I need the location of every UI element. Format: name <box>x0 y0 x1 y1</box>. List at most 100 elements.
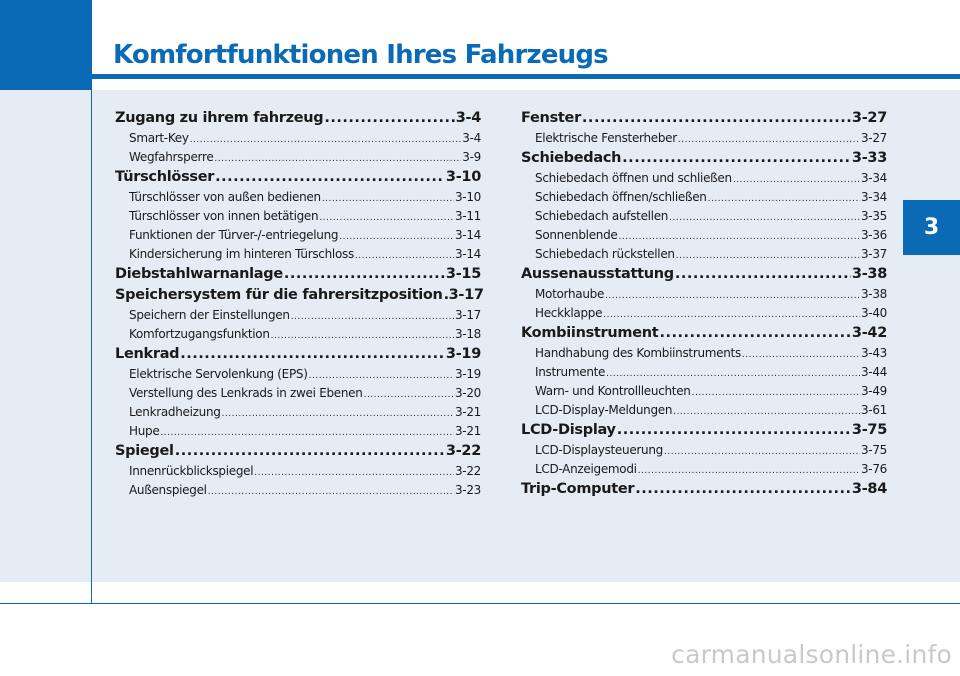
dot-leader <box>708 190 860 209</box>
toc-subsection-page: 3-38 <box>860 287 887 301</box>
dot-leader <box>208 483 454 502</box>
toc-subsection[interactable]: Schiebedach rückstellen 3-37 <box>521 245 887 264</box>
dot-leader <box>215 167 445 188</box>
toc-section-label: Türschlösser <box>115 169 215 185</box>
toc-subsection[interactable]: LCD-Display-Meldungen 3-61 <box>521 401 887 420</box>
toc-section[interactable]: Fenster 3-27 <box>521 108 887 129</box>
toc-subsection-label: Schiebedach rückstellen <box>535 247 675 261</box>
toc-subsection-label: Schiebedach öffnen und schließen <box>535 171 732 185</box>
toc-subsection[interactable]: LCD-Displaysteuerung 3-75 <box>521 441 887 460</box>
title-underline <box>92 74 960 79</box>
toc-subsection-page: 3-18 <box>454 327 481 341</box>
toc-subsection-page: 3-35 <box>860 209 887 223</box>
toc-subsection[interactable]: Hupe 3-21 <box>115 422 481 441</box>
toc-section[interactable]: Diebstahlwarnanlage 3-15 <box>115 264 481 285</box>
toc-subsection-label: Warn- und Kontrollleuchten <box>535 384 691 398</box>
toc-subsection-label: Hupe <box>129 424 160 438</box>
toc-subsection-label: Schiebedach aufstellen <box>535 209 669 223</box>
toc-subsection[interactable]: Sonnenblende 3-36 <box>521 226 887 245</box>
toc-subsection[interactable]: Schiebedach aufstellen 3-35 <box>521 207 887 226</box>
toc-subsection-label: LCD-Anzeigemodi <box>535 462 637 476</box>
toc-subsection-label: Türschlösser von außen bedienen <box>129 190 321 204</box>
toc-section-label: Kombiinstrument <box>521 325 659 341</box>
toc-section-page: 3-22 <box>445 443 481 459</box>
toc-subsection[interactable]: Außenspiegel 3-23 <box>115 481 481 500</box>
toc-section[interactable]: Schiebedach 3-33 <box>521 148 887 169</box>
toc-subsection-label: Innenrückblickspiegel <box>129 464 254 478</box>
toc-subsection[interactable]: Handhabung des Kombiinstruments 3-43 <box>521 344 887 363</box>
toc-section-label: Speichersystem für die fahrersitzpositio… <box>115 287 443 303</box>
dot-leader <box>222 405 454 424</box>
toc-section-label: Schiebedach <box>521 150 622 166</box>
toc-section[interactable]: Aussenausstattung 3-38 <box>521 264 887 285</box>
toc-section[interactable]: Trip-Computer 3-84 <box>521 479 887 500</box>
toc-subsection-label: Speichern der Einstellungen <box>129 308 290 322</box>
toc-subsection[interactable]: Komfortzugangsfunktion 3-18 <box>115 325 481 344</box>
toc-subsection-page: 3-14 <box>454 247 481 261</box>
chapter-tab[interactable]: 3 <box>903 200 960 255</box>
toc-subsection-label: Smart-Key <box>129 131 189 145</box>
toc-subsection-label: Lenkradheizung <box>129 405 221 419</box>
toc-subsection-page: 3-61 <box>860 403 887 417</box>
toc-subsection-label: Motorhaube <box>535 287 605 301</box>
toc-subsection[interactable]: Elektrische Servolenkung (EPS) 3-19 <box>115 365 481 384</box>
dot-leader <box>742 346 860 365</box>
toc-subsection-label: Kindersicherung im hinteren Türschloss <box>129 247 354 261</box>
toc-section-page: 3-33 <box>851 150 887 166</box>
toc-subsection[interactable]: Warn- und Kontrollleuchten 3-49 <box>521 382 887 401</box>
toc-section[interactable]: Türschlösser 3-10 <box>115 167 481 188</box>
toc-subsection-page: 3-19 <box>454 367 481 381</box>
toc-subsection[interactable]: Lenkradheizung 3-21 <box>115 403 481 422</box>
toc-subsection-page: 3-75 <box>860 443 887 457</box>
toc-subsection-label: Wegfahrsperre <box>129 150 214 164</box>
toc-subsection-page: 3-27 <box>860 131 887 145</box>
toc-subsection[interactable]: Türschlösser von innen betätigen 3-11 <box>115 207 481 226</box>
toc-subsection[interactable]: Motorhaube 3-38 <box>521 285 887 304</box>
toc-subsection[interactable]: Funktionen der Türver-/-entriegelung 3-14 <box>115 226 481 245</box>
header-color-block <box>0 0 92 90</box>
toc-subsection[interactable]: Heckklappe 3-40 <box>521 304 887 323</box>
toc-subsection-page: 3-34 <box>860 171 887 185</box>
toc-section[interactable]: LCD-Display 3-75 <box>521 420 887 441</box>
toc-section[interactable]: Spiegel 3-22 <box>115 441 481 462</box>
toc-subsection[interactable]: Schiebedach öffnen und schließen 3-34 <box>521 169 887 188</box>
toc-section-label: Spiegel <box>115 443 174 459</box>
toc-subsection[interactable]: Elektrische Fensterheber 3-27 <box>521 129 887 148</box>
dot-leader <box>339 228 454 247</box>
dot-leader <box>175 441 445 462</box>
toc-section[interactable]: Lenkrad 3-19 <box>115 344 481 365</box>
toc-subsection[interactable]: Instrumente 3-44 <box>521 363 887 382</box>
toc-subsection-label: Elektrische Servolenkung (EPS) <box>129 367 308 381</box>
toc-subsection[interactable]: Innenrückblickspiegel 3-22 <box>115 462 481 481</box>
toc-subsection[interactable]: Speichern der Einstellungen 3-17 <box>115 306 481 325</box>
toc-section-page: 3-38 <box>851 266 887 282</box>
toc-subsection-page: 3-23 <box>454 483 481 497</box>
dot-leader <box>692 384 860 403</box>
toc-subsection-page: 3-44 <box>860 365 887 379</box>
toc-section-label: Trip-Computer <box>521 481 635 497</box>
toc-section-label: Zugang zu ihrem fahrzeug <box>115 110 324 126</box>
toc-section-label: Fenster <box>521 110 581 126</box>
toc-subsection[interactable]: LCD-Anzeigemodi 3-76 <box>521 460 887 479</box>
dot-leader <box>664 443 860 462</box>
toc-section[interactable]: Kombiinstrument 3-42 <box>521 323 887 344</box>
toc-subsection[interactable]: Kindersicherung im hinteren Türschloss 3-… <box>115 245 481 264</box>
toc-subsection[interactable]: Smart-Key 3-4 <box>115 129 481 148</box>
toc-section[interactable]: Zugang zu ihrem fahrzeug 3-4 <box>115 108 481 129</box>
toc-subsection-page: 3-76 <box>860 462 887 476</box>
toc-subsection[interactable]: Wegfahrsperre 3-9 <box>115 148 481 167</box>
toc-subsection-page: 3-21 <box>454 424 481 438</box>
toc-subsection[interactable]: Schiebedach öffnen/schließen 3-34 <box>521 188 887 207</box>
toc-subsection-page: 3-40 <box>860 306 887 320</box>
toc-subsection[interactable]: Verstellung des Lenkrads in zwei Ebenen 3… <box>115 384 481 403</box>
dot-leader <box>635 479 851 500</box>
toc-subsection-page: 3-49 <box>860 384 887 398</box>
toc-subsection[interactable]: Türschlösser von außen bedienen 3-10 <box>115 188 481 207</box>
toc-subsection-page: 3-10 <box>454 190 481 204</box>
toc-subsection-page: 3-34 <box>860 190 887 204</box>
margin-rule-vertical <box>91 0 92 603</box>
dot-leader <box>284 264 445 285</box>
toc-section[interactable]: Speichersystem für die fahrersitzpositio… <box>115 285 484 306</box>
dot-leader <box>617 420 851 441</box>
toc-subsection-label: Schiebedach öffnen/schließen <box>535 190 707 204</box>
